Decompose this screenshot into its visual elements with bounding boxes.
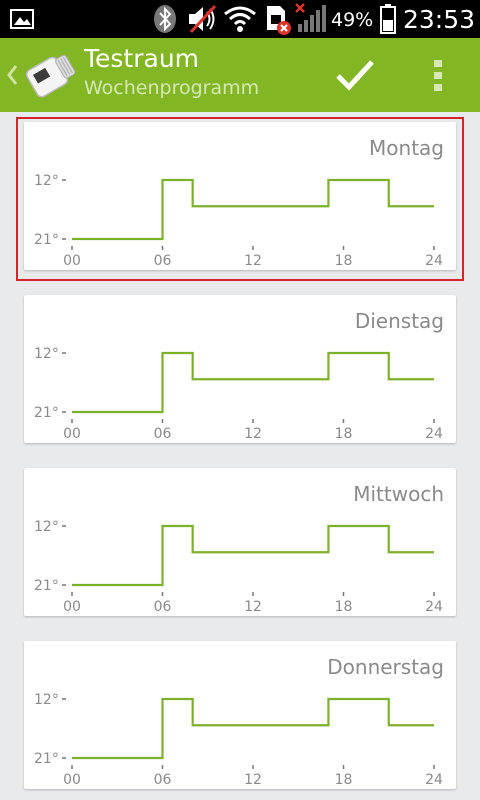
thermostat-icon[interactable] xyxy=(22,46,80,106)
x-tick-label: 18 xyxy=(335,253,353,269)
day-schedule-list: Montag 12° 21° 00 06 12 18 24 Dienstag 12° 21° 0… xyxy=(0,112,480,800)
x-tick-label: 12 xyxy=(244,253,262,269)
battery-percent: 49% xyxy=(331,9,374,31)
x-tick-label: 18 xyxy=(335,599,353,615)
day-card[interactable]: Dienstag 12° 21° 00 06 12 18 24 xyxy=(24,295,456,443)
volume-muted-icon xyxy=(189,4,217,34)
day-schedule-chart: 12° 21°00 06 12 18 24 xyxy=(34,173,443,269)
check-icon[interactable] xyxy=(330,50,380,100)
day-schedule-chart: 12° 21°00 06 12 18 24 xyxy=(34,692,443,788)
temperature-step-line xyxy=(72,697,434,760)
image-icon xyxy=(10,9,34,29)
day-name: Donnerstag xyxy=(327,655,444,679)
y-tick-label: 12° xyxy=(34,173,59,189)
back-chevron-icon[interactable] xyxy=(4,60,20,90)
day-schedule-chart: 12° 21°00 06 12 18 24 xyxy=(34,346,443,442)
x-tick-label: 12 xyxy=(244,772,262,788)
day-name: Mittwoch xyxy=(353,482,444,506)
y-tick-label: 12° xyxy=(34,346,59,362)
x-tick-label: 18 xyxy=(335,772,353,788)
y-tick-label: 21° xyxy=(34,232,59,248)
wifi-icon xyxy=(224,6,256,32)
page-title: Testraum xyxy=(84,44,200,73)
battery-icon xyxy=(380,4,396,34)
day-card[interactable]: Donnerstag 12° 21° 00 06 12 18 24 xyxy=(24,641,456,789)
status-bar: 49% 23:53 xyxy=(0,0,480,38)
x-tick-label: 12 xyxy=(244,426,262,442)
x-tick-label: 06 xyxy=(154,772,172,788)
x-tick-label: 06 xyxy=(154,253,172,269)
temperature-step-line xyxy=(72,351,434,414)
day-card[interactable]: Montag 12° 21° 00 06 12 18 24 xyxy=(16,117,464,281)
x-tick-label: 18 xyxy=(335,426,353,442)
x-tick-label: 06 xyxy=(154,599,172,615)
y-tick-label: 21° xyxy=(34,405,59,421)
x-tick-label: 00 xyxy=(63,253,81,269)
temperature-step-line xyxy=(72,524,434,587)
y-tick-label: 12° xyxy=(34,692,59,708)
x-tick-label: 06 xyxy=(154,426,172,442)
y-tick-label: 21° xyxy=(34,578,59,594)
day-schedule-chart: 12° 21°00 06 12 18 24 xyxy=(34,519,443,615)
x-tick-label: 24 xyxy=(425,253,443,269)
bluetooth-icon xyxy=(154,5,176,33)
y-tick-label: 12° xyxy=(34,519,59,535)
day-name: Montag xyxy=(369,136,444,160)
sim-error-icon xyxy=(267,6,291,35)
temperature-step-line xyxy=(72,178,434,241)
action-bar: Testraum Wochenprogramm xyxy=(0,38,480,112)
signal-icon xyxy=(295,3,326,32)
page-subtitle: Wochenprogramm xyxy=(84,77,260,99)
x-tick-label: 24 xyxy=(425,426,443,442)
x-tick-label: 24 xyxy=(425,772,443,788)
x-tick-label: 00 xyxy=(63,599,81,615)
x-tick-label: 24 xyxy=(425,599,443,615)
y-tick-label: 21° xyxy=(34,751,59,767)
day-name: Dienstag xyxy=(354,309,444,333)
overflow-menu-icon[interactable] xyxy=(424,52,452,98)
x-tick-label: 00 xyxy=(63,426,81,442)
x-tick-label: 12 xyxy=(244,599,262,615)
clock: 23:53 xyxy=(403,5,476,34)
day-card[interactable]: Mittwoch 12° 21° 00 06 12 18 24 xyxy=(24,468,456,616)
x-tick-label: 00 xyxy=(63,772,81,788)
